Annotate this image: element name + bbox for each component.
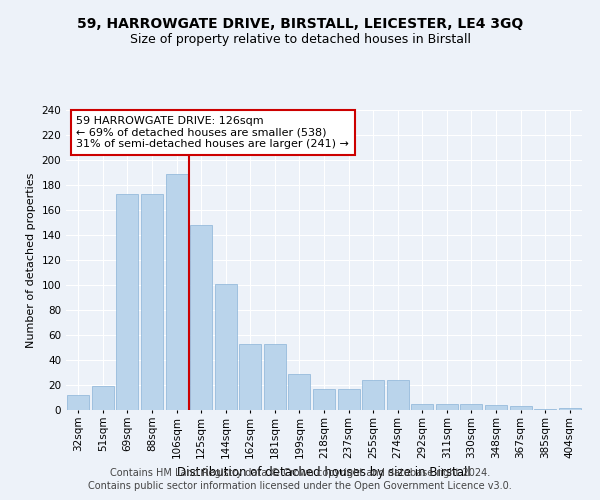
Bar — [141, 194, 163, 410]
Bar — [313, 389, 335, 410]
Text: 59 HARROWGATE DRIVE: 126sqm
← 69% of detached houses are smaller (538)
31% of se: 59 HARROWGATE DRIVE: 126sqm ← 69% of det… — [76, 116, 349, 149]
Bar — [239, 344, 262, 410]
Text: Contains public sector information licensed under the Open Government Licence v3: Contains public sector information licen… — [88, 481, 512, 491]
Text: 59, HARROWGATE DRIVE, BIRSTALL, LEICESTER, LE4 3GQ: 59, HARROWGATE DRIVE, BIRSTALL, LEICESTE… — [77, 18, 523, 32]
Bar — [289, 374, 310, 410]
Bar — [264, 344, 286, 410]
Bar — [67, 395, 89, 410]
Bar — [116, 194, 139, 410]
Bar — [436, 404, 458, 410]
Bar — [411, 404, 433, 410]
X-axis label: Distribution of detached houses by size in Birstall: Distribution of detached houses by size … — [177, 466, 471, 479]
Bar — [190, 225, 212, 410]
Bar — [534, 409, 556, 410]
Text: Contains HM Land Registry data © Crown copyright and database right 2024.: Contains HM Land Registry data © Crown c… — [110, 468, 490, 477]
Bar — [485, 405, 507, 410]
Bar — [338, 389, 359, 410]
Bar — [559, 408, 581, 410]
Bar — [92, 386, 114, 410]
Bar — [460, 404, 482, 410]
Text: Size of property relative to detached houses in Birstall: Size of property relative to detached ho… — [130, 32, 470, 46]
Bar — [386, 380, 409, 410]
Bar — [215, 284, 237, 410]
Bar — [166, 174, 188, 410]
Bar — [362, 380, 384, 410]
Y-axis label: Number of detached properties: Number of detached properties — [26, 172, 36, 348]
Bar — [509, 406, 532, 410]
